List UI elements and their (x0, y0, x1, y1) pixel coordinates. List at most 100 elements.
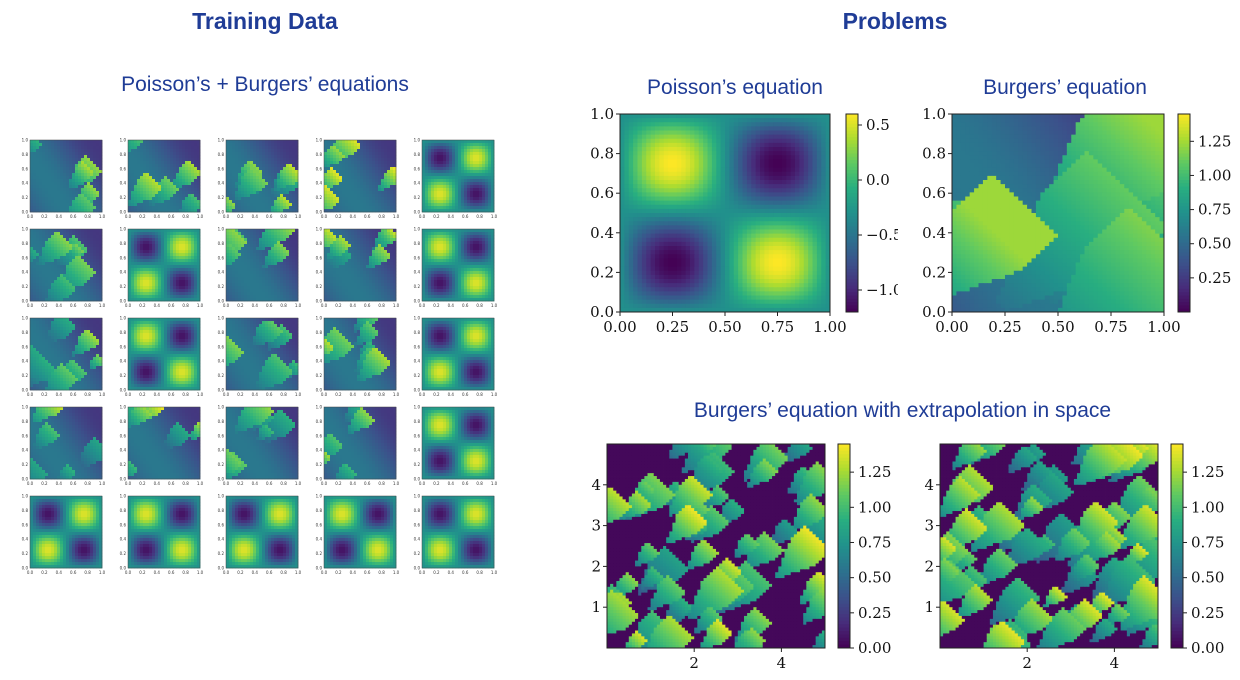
cell-x-tick: 0.8 (378, 303, 385, 308)
cell-x-tick: 0.0 (419, 303, 426, 308)
cell-y-tick: 0.8 (218, 330, 225, 335)
cell-x-tick: 0.0 (223, 392, 230, 397)
cell-x-tick: 0.6 (266, 481, 273, 486)
cell-x-tick: 0.2 (41, 570, 48, 575)
cell-y-tick: 0.0 (218, 210, 225, 215)
cell-x-tick: 0.0 (125, 481, 132, 486)
colorbar-tick-label: 0.50 (1191, 569, 1224, 587)
cell-y-tick: 0.8 (218, 152, 225, 157)
cell-y-tick: 0.2 (120, 284, 127, 289)
cell-y-tick: 0.4 (120, 270, 127, 275)
x-tick-label: 0.75 (761, 318, 794, 336)
cell-x-tick: 0.4 (350, 392, 357, 397)
cell-x-tick: 0.6 (462, 481, 469, 486)
y-tick-label: 2 (591, 557, 601, 575)
cell-y-tick: 0.8 (120, 330, 127, 335)
cell-x-tick: 0.8 (476, 303, 483, 308)
cell-frame (225, 406, 299, 480)
cell-x-tick: 0.8 (84, 392, 91, 397)
extrap-left-chart: 2 4 1 2 3 4 1.25 1.00 0.75 0.50 0.25 0.00 (591, 443, 891, 672)
cell-y-tick: 0.0 (22, 566, 29, 571)
cell-y-tick: 0.6 (316, 344, 323, 349)
cell-y-tick: 1.0 (120, 405, 127, 410)
y-tick-label: 3 (924, 517, 934, 535)
cell-y-tick: 0.6 (120, 433, 127, 438)
cell-y-tick: 0.4 (218, 270, 225, 275)
training-cell-poisson (128, 496, 201, 569)
cell-frame (29, 406, 103, 480)
cell-x-tick: 0.8 (182, 392, 189, 397)
cell-y-tick: 0.8 (316, 330, 323, 335)
cell-x-tick: 1.0 (295, 303, 302, 308)
cell-y-tick: 0.0 (22, 299, 29, 304)
cell-x-tick: 0.2 (139, 392, 146, 397)
cell-x-tick: 1.0 (197, 392, 204, 397)
x-tick-label: 4 (777, 654, 787, 672)
cell-frame (323, 317, 397, 391)
cell-y-tick: 0.6 (22, 255, 29, 260)
cell-y-tick: 0.6 (218, 255, 225, 260)
cell-y-tick: 0.4 (120, 448, 127, 453)
cell-frame (29, 139, 103, 213)
cell-y-tick: 0.0 (316, 566, 323, 571)
cell-x-tick: 0.0 (419, 481, 426, 486)
cell-x-tick: 0.2 (335, 214, 342, 219)
cell-y-tick: 0.4 (316, 181, 323, 186)
cell-x-tick: 0.2 (433, 481, 440, 486)
cell-y-tick: 0.8 (120, 419, 127, 424)
heatmap-raster (620, 114, 831, 313)
cell-y-tick: 0.2 (414, 462, 421, 467)
cell-y-tick: 0.2 (120, 195, 127, 200)
y-tick-label: 1 (591, 598, 601, 616)
extrap-title: Burgers’ equation with extrapolation in … (640, 399, 1165, 423)
cell-x-tick: 1.0 (491, 392, 498, 397)
cell-y-tick: 0.4 (316, 448, 323, 453)
cell-x-tick: 0.8 (280, 481, 287, 486)
training-cell-burgers (128, 407, 201, 480)
cell-y-tick: 0.0 (414, 566, 421, 571)
x-tick-label: 0.25 (656, 318, 689, 336)
colorbar-tick-label: 0.75 (1198, 201, 1231, 219)
y-tick-label: 0.8 (590, 145, 614, 163)
y-tick-label: 4 (591, 476, 601, 494)
cell-y-tick: 0.2 (120, 373, 127, 378)
cell-x-tick: 0.6 (364, 481, 371, 486)
colorbar-tick-label: 1.25 (858, 463, 891, 481)
cell-frame (421, 495, 495, 569)
cell-x-tick: 0.8 (84, 570, 91, 575)
cell-x-tick: 1.0 (99, 303, 106, 308)
colorbar-tick-label: 0.0 (866, 171, 890, 189)
cell-y-tick: 0.8 (120, 152, 127, 157)
cell-y-tick: 0.2 (22, 284, 29, 289)
cell-frame (323, 228, 397, 302)
cell-x-tick: 1.0 (491, 570, 498, 575)
y-tick-label: 0.4 (590, 224, 614, 242)
cell-frame (29, 228, 103, 302)
cell-y-tick: 0.2 (218, 195, 225, 200)
cell-y-tick: 0.6 (120, 166, 127, 171)
cell-y-tick: 0.4 (218, 359, 225, 364)
cell-x-tick: 1.0 (393, 481, 400, 486)
cell-x-tick: 0.6 (364, 392, 371, 397)
cell-frame (421, 139, 495, 213)
cell-frame (127, 317, 201, 391)
cell-y-tick: 1.0 (316, 494, 323, 499)
cell-x-tick: 0.0 (125, 303, 132, 308)
cell-y-tick: 0.4 (316, 537, 323, 542)
cell-x-tick: 0.4 (252, 392, 259, 397)
cell-y-tick: 0.8 (414, 508, 421, 513)
cell-y-tick: 0.8 (414, 152, 421, 157)
cell-x-tick: 1.0 (197, 214, 204, 219)
cell-y-tick: 0.2 (316, 284, 323, 289)
cell-x-tick: 0.2 (335, 570, 342, 575)
cell-y-tick: 0.2 (316, 551, 323, 556)
cell-y-tick: 0.0 (22, 210, 29, 215)
training-cell-burgers (324, 229, 397, 302)
cell-y-tick: 0.8 (414, 419, 421, 424)
cell-y-tick: 1.0 (120, 316, 127, 321)
colorbar-tick-label: 0.75 (1191, 533, 1224, 551)
cell-x-tick: 0.0 (321, 214, 328, 219)
cell-x-tick: 0.8 (280, 570, 287, 575)
cell-y-tick: 0.0 (316, 477, 323, 482)
y-tick-label: 0.0 (922, 303, 946, 321)
